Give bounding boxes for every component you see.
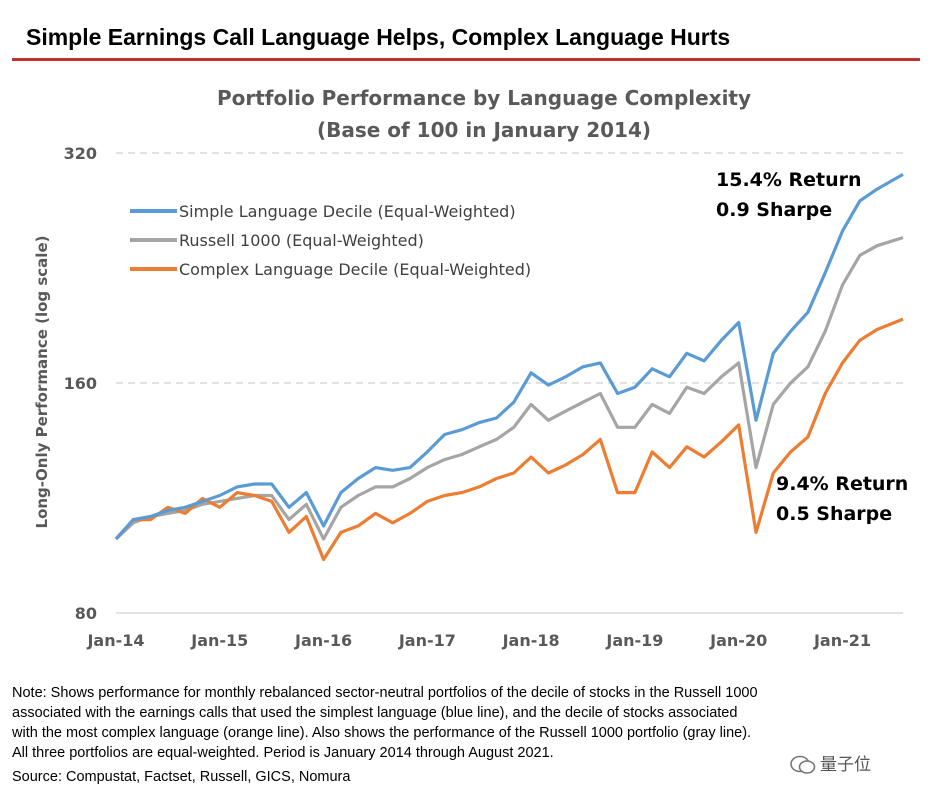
annotation-text: 0.5 Sharpe bbox=[776, 503, 892, 525]
x-tick-label: Jan-15 bbox=[190, 631, 248, 650]
watermark: 量子位 bbox=[790, 750, 871, 775]
wechat-icon bbox=[790, 755, 816, 774]
x-tick-label: Jan-21 bbox=[813, 631, 871, 650]
legend-label: Complex Language Decile (Equal-Weighted) bbox=[179, 260, 531, 279]
chart-subtitle: (Base of 100 in January 2014) bbox=[317, 118, 651, 142]
watermark-text: 量子位 bbox=[820, 755, 871, 775]
annotation-text: 9.4% Return bbox=[776, 473, 908, 495]
note-line: associated with the earnings calls that … bbox=[12, 705, 738, 721]
y-tick-label: 160 bbox=[64, 374, 97, 393]
annotation-text: 0.9 Sharpe bbox=[716, 199, 832, 221]
legend-label: Simple Language Decile (Equal-Weighted) bbox=[179, 202, 516, 221]
chart-title: Portfolio Performance by Language Comple… bbox=[217, 86, 751, 110]
x-tick-label: Jan-20 bbox=[709, 631, 767, 650]
note-line: with the most complex language (orange l… bbox=[12, 725, 752, 741]
y-tick-label: 80 bbox=[75, 604, 97, 623]
series-line bbox=[114, 236, 904, 541]
series-line bbox=[114, 173, 904, 541]
headline-rule bbox=[12, 58, 920, 61]
x-tick-label: Jan-16 bbox=[294, 631, 352, 650]
page-headline: Simple Earnings Call Language Helps, Com… bbox=[26, 24, 731, 50]
y-tick-label: 320 bbox=[64, 144, 97, 163]
x-tick-label: Jan-14 bbox=[86, 631, 144, 650]
source-line: Source: Compustat, Factset, Russell, GIC… bbox=[12, 769, 351, 785]
x-tick-label: Jan-18 bbox=[502, 631, 560, 650]
note-line: Note: Shows performance for monthly reba… bbox=[12, 685, 758, 701]
x-tick-label: Jan-17 bbox=[398, 631, 456, 650]
chart-notes: Note: Shows performance for monthly reba… bbox=[12, 683, 912, 787]
legend-label: Russell 1000 (Equal-Weighted) bbox=[179, 231, 424, 250]
performance-chart: Portfolio Performance by Language Comple… bbox=[33, 86, 908, 650]
y-axis-label: Long-Only Performance (log scale) bbox=[33, 236, 51, 529]
series-line bbox=[114, 317, 904, 562]
annotation-text: 15.4% Return bbox=[716, 169, 862, 191]
x-tick-label: Jan-19 bbox=[605, 631, 663, 650]
note-line: All three portfolios are equal-weighted.… bbox=[12, 745, 554, 761]
